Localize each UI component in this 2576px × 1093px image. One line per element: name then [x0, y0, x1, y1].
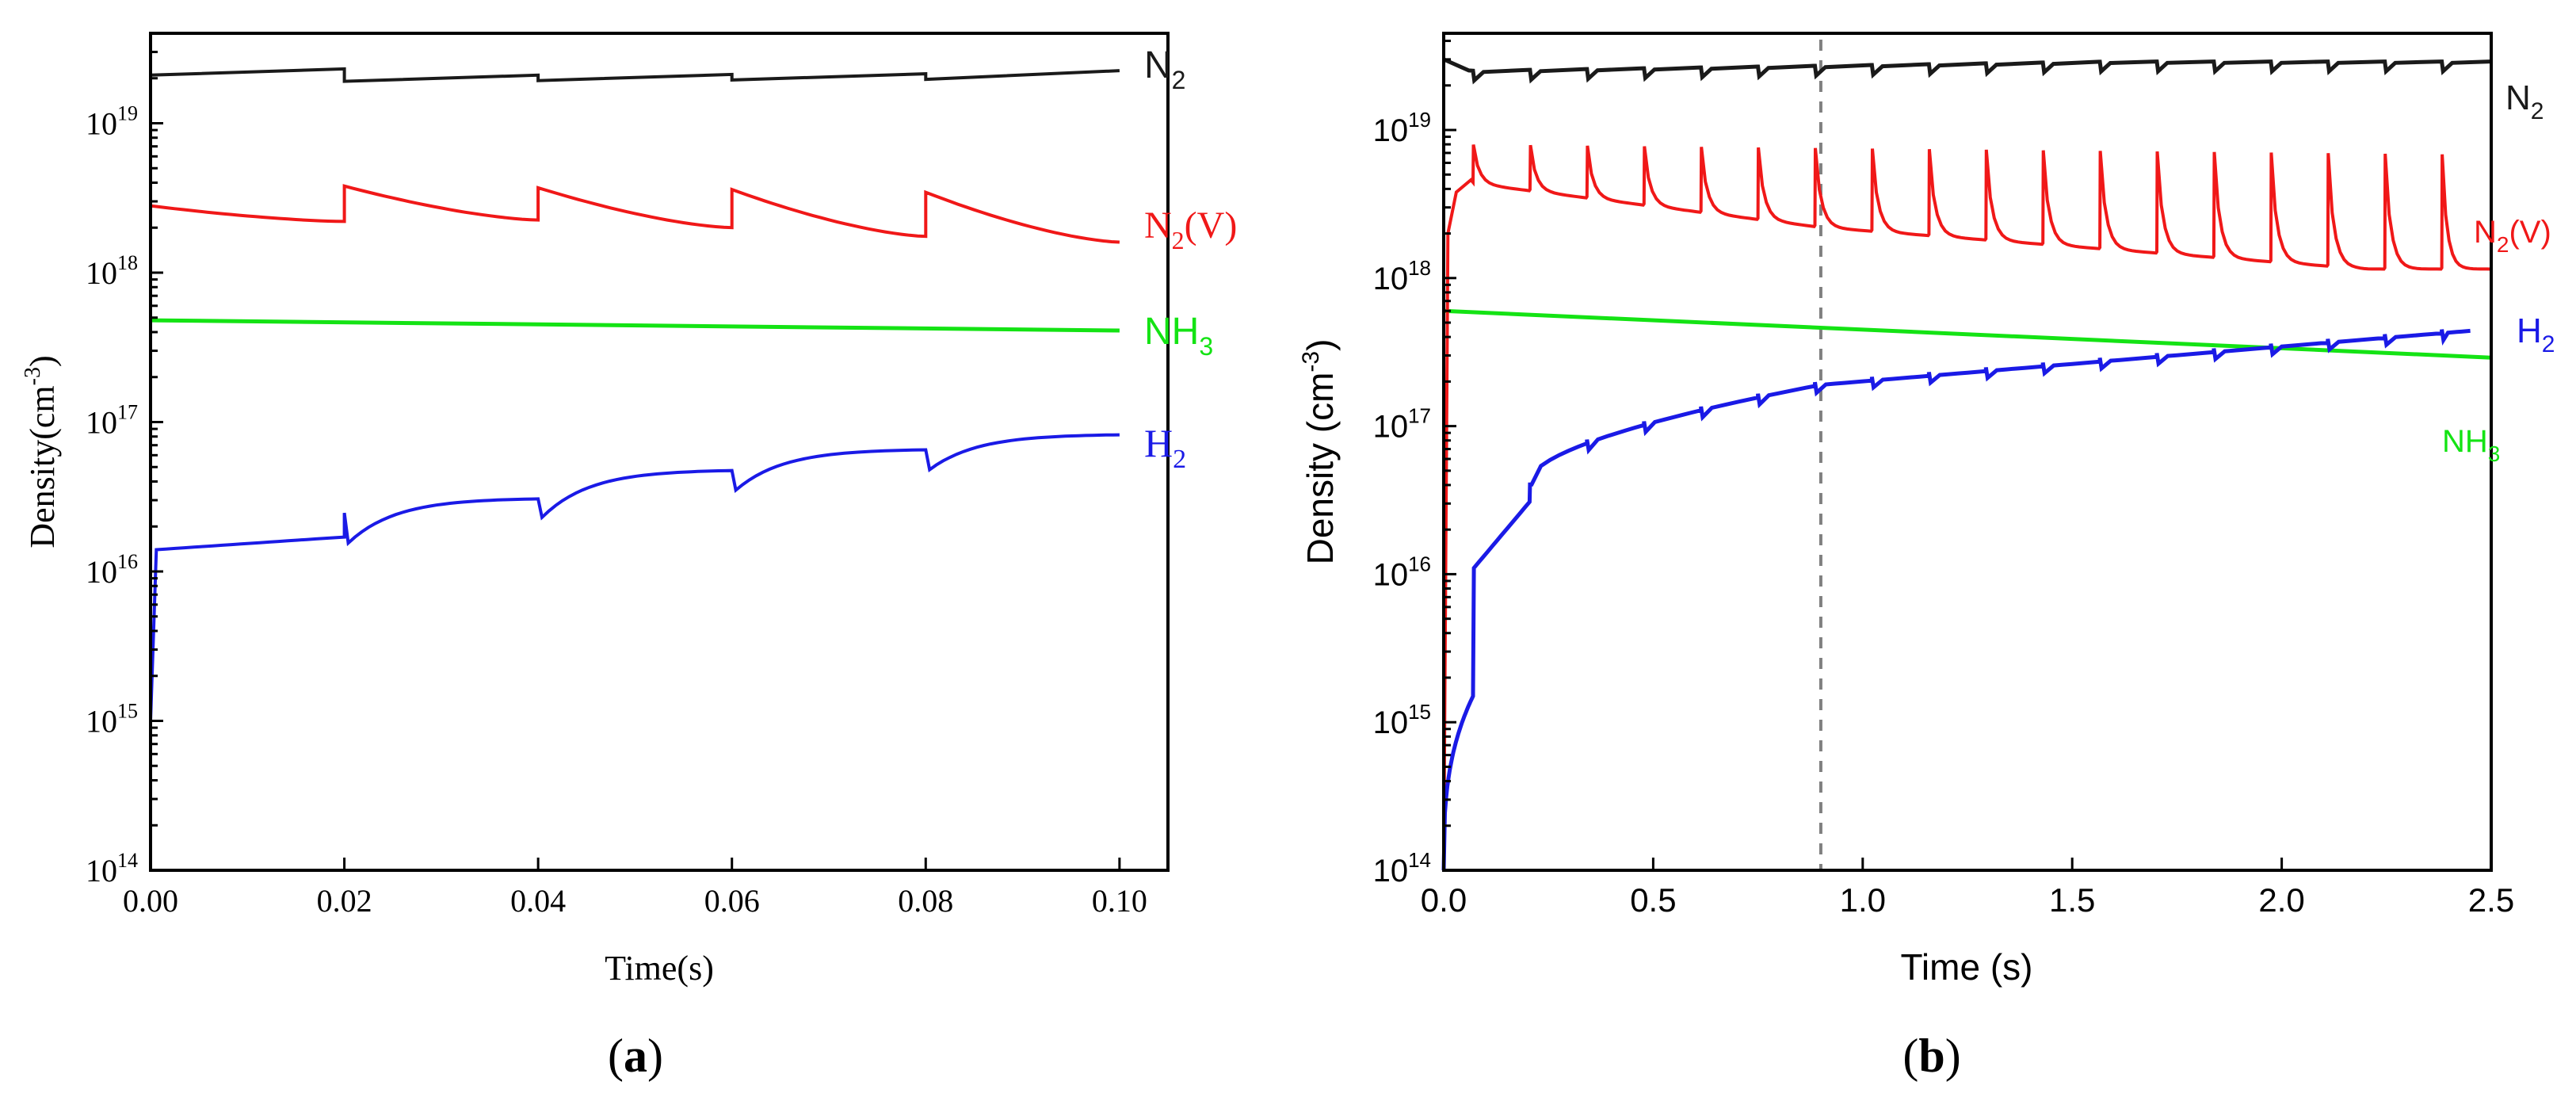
panel-a-x-axis-label: Time(s)	[605, 949, 714, 988]
panel-b-plot	[1441, 40, 2492, 871]
panel-a-y-tick-label: 1016	[86, 550, 138, 590]
panel-a-y-ticks: 1014 1015 1016 1017 1018 1019	[86, 32, 163, 889]
panel-b: 0.0 0.5 1.0 1.5 2.0 2.5 101410151016101710181…	[1298, 32, 2555, 1082]
panel-b-y-tick-label: 1019	[1373, 108, 1431, 148]
panel-a-y-tick-label: 1019	[86, 101, 138, 141]
panel-b-x-tick-label: 2.5	[2468, 881, 2514, 919]
panel-b-y-tick-label: 1015	[1373, 700, 1431, 740]
panel-b-label-nh3: NH3	[2442, 424, 2500, 466]
panel-b-n2-line	[1442, 57, 2490, 85]
panel-a-y-tick-label: 1015	[86, 699, 138, 739]
panel-a-plot	[149, 67, 1120, 870]
panel-b-x-tick-label: 0.0	[1421, 881, 1467, 919]
panel-a-y-tick-label: 1018	[86, 251, 138, 291]
panel-b-y-ticks: 1014 1015 1016 1017 1018 1019	[1373, 40, 1456, 889]
panel-b-y-tick-label: 1017	[1373, 404, 1431, 445]
panel-b-legend: N2 N2(V) H2 NH3	[2442, 78, 2555, 466]
panel-a-x-tick-label: 0.00	[123, 883, 178, 919]
panel-a-x-tick-label: 0.10	[1092, 883, 1147, 919]
panel-a-label-h2: H2	[1144, 421, 1186, 474]
panel-b-y-axis-label: Density (cm-3)	[1298, 339, 1341, 565]
panel-a-legend: N2 N2(V) NH3 H2	[1144, 44, 1237, 474]
panel-b-label-h2: H2	[2517, 311, 2555, 357]
panel-a-x-tick-label: 0.04	[510, 883, 566, 919]
panel-b-axes-frame	[1442, 32, 2493, 872]
panel-b-x-tick-label: 1.0	[1840, 881, 1886, 919]
panel-a-x-tick-label: 0.08	[898, 883, 953, 919]
panel-a-label-n2: N2	[1144, 44, 1185, 94]
panel-b-h2-line	[1441, 328, 2471, 871]
panel-b-x-ticks: 0.0 0.5 1.0 1.5 2.0 2.5	[1421, 858, 2514, 919]
panel-a-y-tick-label: 1014	[86, 849, 138, 889]
panel-a-x-tick-label: 0.02	[317, 883, 372, 919]
panel-a-n2-line	[150, 67, 1120, 83]
panel-a-x-ticks: 0.00 0.02 0.04 0.06 0.08 0.10	[123, 858, 1147, 919]
panel-a-label-nh3: NH3	[1144, 311, 1213, 361]
panel-a-label-n2v: N2(V)	[1144, 204, 1237, 254]
panel-b-n2v-line	[1442, 144, 2490, 871]
panel-a-y-axis-label: Density(cm-3)	[21, 355, 62, 548]
panel-b-y-tick-label: 1014	[1373, 848, 1431, 889]
panel-a-x-tick-label: 0.06	[704, 883, 760, 919]
panel-a-y-tick-label: 1017	[86, 400, 138, 440]
panel-b-x-tick-label: 2.0	[2258, 881, 2304, 919]
panel-b-label-n2v: N2(V)	[2474, 215, 2551, 257]
panel-a-n2v-line	[149, 184, 1120, 870]
panel-a-h2-line	[149, 433, 1120, 721]
panel-b-y-tick-label: 1016	[1373, 552, 1431, 592]
panel-b-y-tick-label: 1018	[1373, 256, 1431, 296]
panel-b-caption: (b)	[1902, 1030, 1960, 1082]
panel-a-caption: (a)	[608, 1030, 663, 1082]
panel-b-label-n2: N2	[2505, 78, 2544, 124]
panel-a-axes-frame	[149, 32, 1170, 872]
panel-b-x-tick-label: 1.5	[2049, 881, 2095, 919]
panel-b-x-axis-label: Time (s)	[1901, 946, 2033, 988]
panel-b-nh3-line	[1443, 308, 2492, 360]
panel-b-x-tick-label: 0.5	[1630, 881, 1676, 919]
panel-a-nh3-line	[150, 318, 1120, 333]
panel-a: 0.00 0.02 0.04 0.06 0.08 0.10 101410151016101…	[21, 32, 1237, 1082]
